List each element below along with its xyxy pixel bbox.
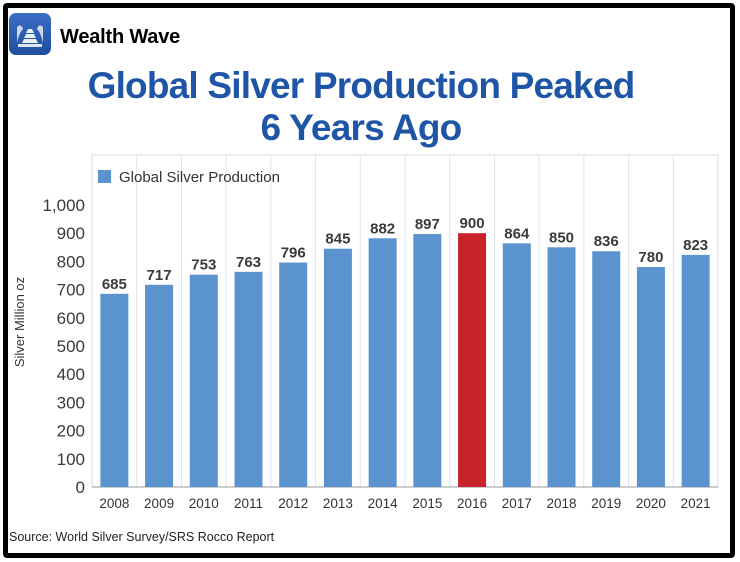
x-tick-2009: 2009: [144, 496, 174, 511]
y-tick-100: 100: [57, 450, 85, 469]
data-label-2018: 850: [549, 229, 574, 246]
source-note: Source: World Silver Survey/SRS Rocco Re…: [9, 530, 275, 544]
y-tick-600: 600: [57, 309, 85, 328]
x-tick-2018: 2018: [546, 496, 576, 511]
x-tick-2014: 2014: [368, 496, 399, 511]
data-label-2012: 796: [281, 245, 306, 262]
data-label-2019: 836: [594, 233, 619, 250]
bar-2021: [681, 254, 710, 487]
data-label-2014: 882: [370, 220, 395, 237]
data-label-2015: 897: [415, 216, 440, 233]
data-label-2011: 763: [236, 254, 261, 271]
y-tick-800: 800: [57, 252, 85, 271]
bar-2009: [145, 284, 174, 487]
x-tick-2008: 2008: [99, 496, 129, 511]
chart-title-line-2: 6 Years Ago: [260, 107, 463, 148]
bar-2019: [592, 251, 621, 487]
bar-2020: [636, 267, 665, 487]
x-tick-2017: 2017: [502, 496, 532, 511]
y-tick-200: 200: [57, 422, 85, 441]
data-label-2020: 780: [638, 249, 663, 266]
y-tick-500: 500: [57, 337, 85, 356]
x-tick-2019: 2019: [591, 496, 621, 511]
x-tick-2020: 2020: [636, 496, 666, 511]
bar-2015: [413, 234, 442, 487]
x-tick-2010: 2010: [189, 496, 219, 511]
bar-2017: [502, 243, 531, 487]
bar-2008: [100, 293, 129, 487]
data-label-2013: 845: [325, 231, 350, 248]
data-label-2010: 753: [191, 257, 216, 274]
chart-title-line-1: Global Silver Production Peaked: [87, 65, 636, 106]
bar-2013: [323, 248, 352, 487]
brand-name: Wealth Wave: [60, 26, 181, 48]
bar-2014: [368, 238, 397, 487]
data-label-2017: 864: [504, 225, 530, 242]
bar-2016: [458, 233, 487, 487]
x-tick-2016: 2016: [457, 496, 487, 511]
y-tick-300: 300: [57, 393, 85, 412]
y-tick-700: 700: [57, 281, 85, 300]
data-label-2009: 717: [147, 267, 172, 284]
bar-2012: [279, 262, 308, 487]
bar-2018: [547, 247, 576, 487]
x-tick-2012: 2012: [278, 496, 308, 511]
x-tick-2021: 2021: [681, 496, 711, 511]
data-label-2016: 900: [460, 215, 485, 232]
legend-swatch: [98, 170, 111, 183]
y-tick-900: 900: [57, 224, 85, 243]
x-tick-2011: 2011: [234, 496, 263, 511]
y-axis-label: Silver Million oz: [12, 277, 27, 367]
x-tick-2013: 2013: [323, 496, 353, 511]
data-label-2021: 823: [683, 237, 708, 254]
y-tick-1000: 1,000: [42, 196, 85, 215]
bar-2010: [189, 274, 218, 487]
y-tick-0: 0: [76, 478, 85, 497]
x-tick-2015: 2015: [412, 496, 442, 511]
silver-bars-icon: [9, 13, 51, 55]
bar-2011: [234, 271, 263, 487]
data-label-2008: 685: [102, 276, 127, 293]
y-tick-400: 400: [57, 365, 85, 384]
legend-label: Global Silver Production: [119, 169, 280, 186]
